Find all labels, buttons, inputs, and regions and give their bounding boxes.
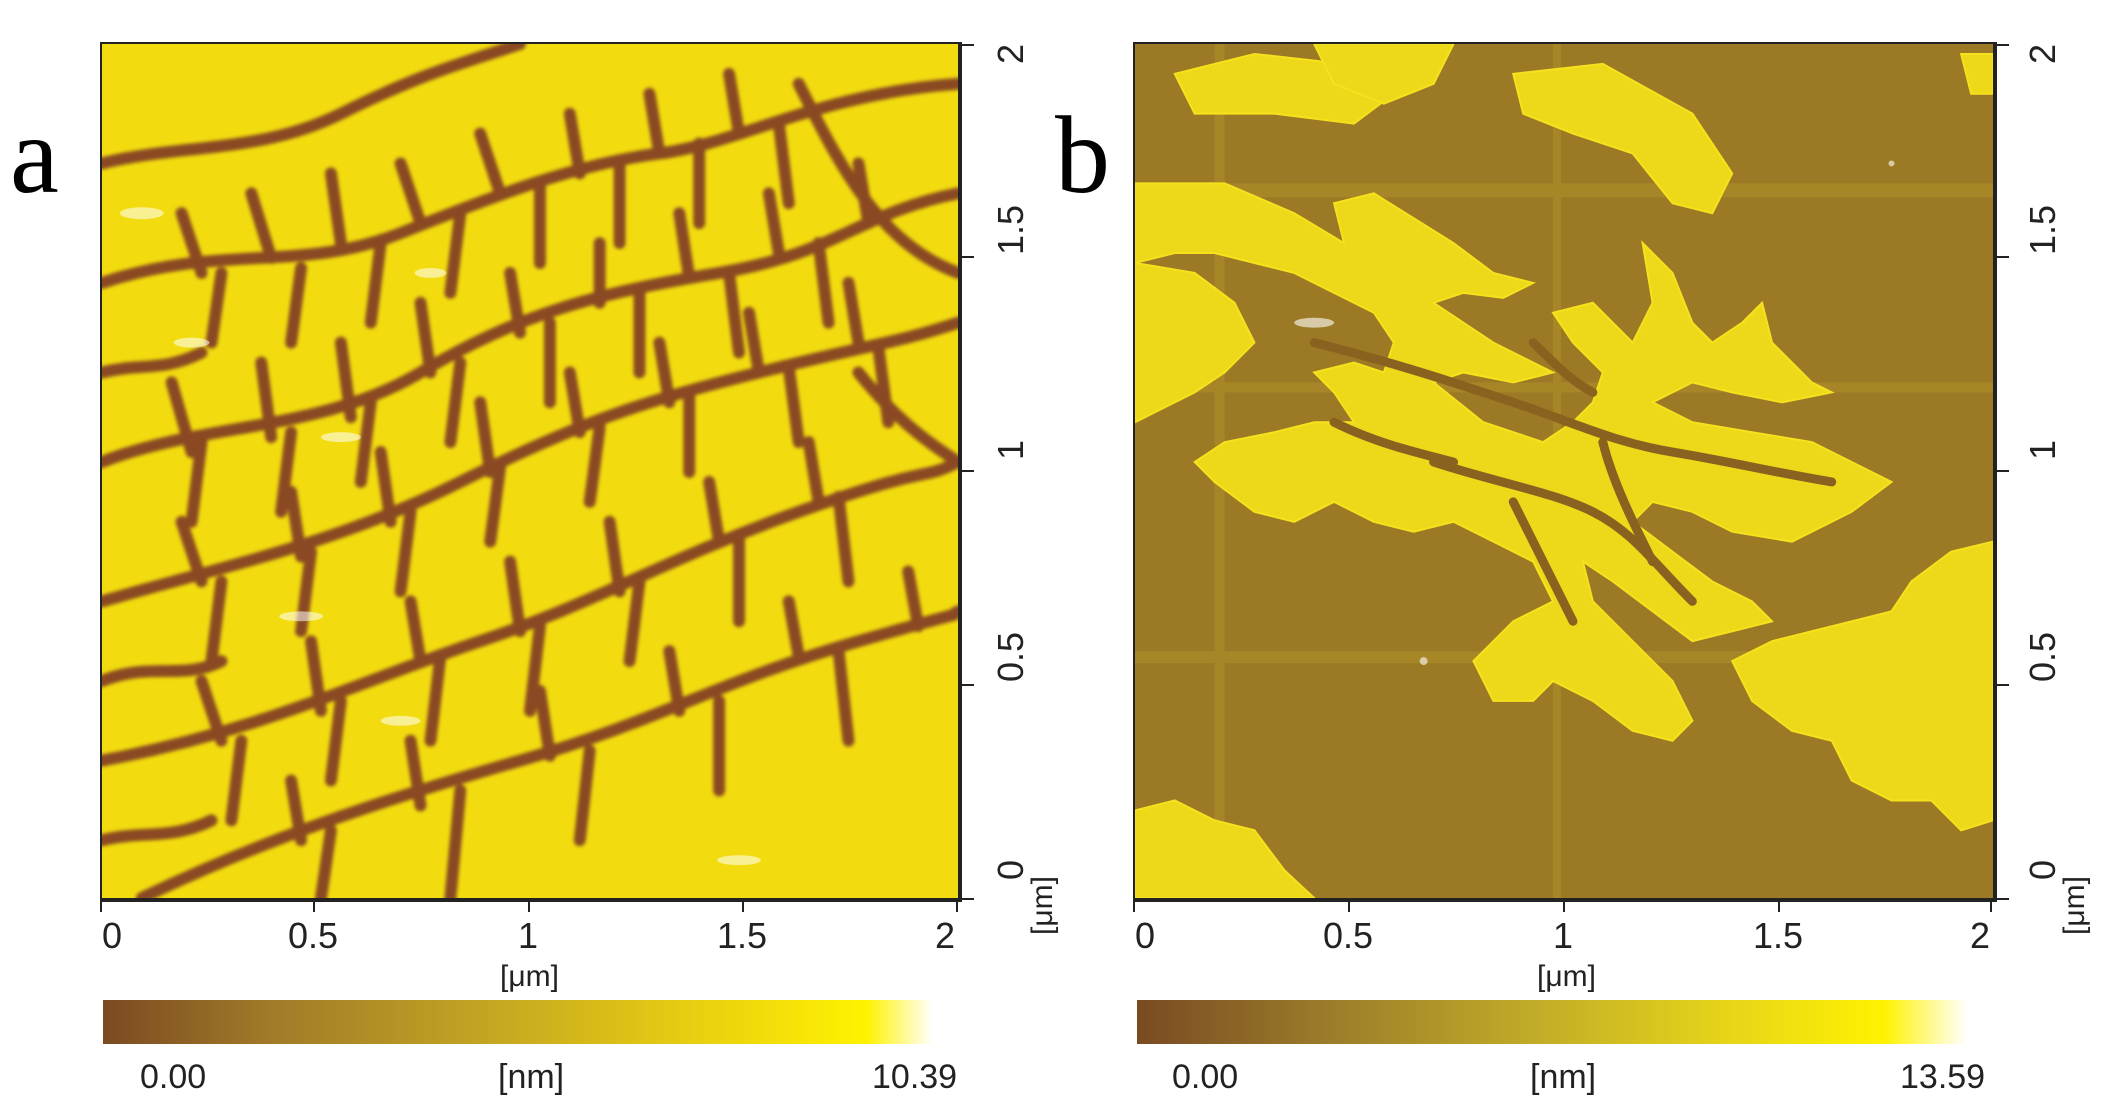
panel-a-letter: a — [10, 94, 59, 216]
panel-a-x-tick-label: 0 — [101, 915, 123, 956]
panel-a-x-tick-label: 2 — [934, 915, 956, 956]
panel-b-letter: b — [1055, 94, 1110, 216]
panel-b-x-tick-label: 1 — [1552, 915, 1574, 956]
panel-b-y-tick-label: 1.5 — [2022, 204, 2063, 255]
panel-a-x-axis — [100, 900, 960, 902]
panel-b-x-tick-label: 0 — [1134, 915, 1156, 956]
panel-b-x-tick — [1348, 900, 1350, 912]
panel-b-x-tick-label: 1.5 — [1752, 915, 1804, 956]
panel-a-topography — [102, 44, 958, 898]
panel-b-x-tick — [1563, 900, 1565, 912]
panel-a-afm-image — [100, 42, 960, 900]
panel-a-colorbar-unit: [nm] — [498, 1058, 565, 1096]
panel-b-y-tick — [1997, 684, 2009, 686]
panel-b-y-tick-label: 0.5 — [2022, 631, 2063, 682]
panel-a-colorbar-max: 10.39 — [872, 1058, 958, 1096]
panel-a-x-tick — [528, 900, 530, 912]
panel-b-y-tick — [1997, 470, 2009, 472]
panel-a-x-tick-label: 1.5 — [716, 915, 768, 956]
panel-b-x-tick-label: 2 — [1969, 915, 1991, 956]
panel-a-x-tick — [313, 900, 315, 912]
panel-a-x-tick — [956, 900, 958, 912]
panel-a-y-unit: [μm] — [1026, 876, 1059, 935]
panel-a-x-tick-label: 0.5 — [287, 915, 339, 956]
panel-a-y-tick-label: 1.5 — [990, 204, 1031, 255]
panel-b-colorbar-unit: [nm] — [1530, 1058, 1597, 1096]
panel-a-y-axis — [960, 42, 962, 902]
panel-b-x-tick — [1990, 900, 1992, 912]
panel-a-y-tick-label: 0.5 — [990, 631, 1031, 682]
panel-b-colorbar-min: 0.00 — [1172, 1058, 1239, 1096]
panel-b-topography — [1135, 44, 1993, 898]
panel-a-x-unit: [μm] — [500, 960, 559, 993]
panel-b-y-tick — [1997, 898, 2009, 900]
panel-b-y-tick-label: 1 — [2022, 439, 2063, 460]
panel-b-y-axis — [1995, 42, 1997, 902]
panel-a-colorbar-min: 0.00 — [140, 1058, 207, 1096]
panel-b-y-tick-label: 2 — [2022, 43, 2063, 64]
panel-a-x-tick — [742, 900, 744, 912]
panel-a-y-tick-label: 2 — [990, 43, 1031, 64]
panel-b-x-tick-label: 0.5 — [1322, 915, 1374, 956]
panel-a-y-tick — [962, 898, 974, 900]
panel-a-y-tick — [962, 470, 974, 472]
panel-a-colorbar — [103, 1000, 933, 1044]
panel-b-x-tick — [1133, 900, 1135, 912]
panel-a-y-tick — [962, 44, 974, 46]
panel-b-y-unit: [μm] — [2058, 876, 2091, 935]
panel-b-x-tick — [1778, 900, 1780, 912]
panel-a-x-tick-label: 1 — [517, 915, 539, 956]
panel-b-colorbar — [1137, 1000, 1967, 1044]
panel-b-y-tick — [1997, 44, 2009, 46]
panel-b-colorbar-max: 13.59 — [1900, 1058, 1986, 1096]
panel-a-x-tick — [100, 900, 102, 912]
panel-a-y-tick — [962, 684, 974, 686]
panel-b-x-unit: [μm] — [1537, 960, 1596, 993]
panel-b-afm-image — [1133, 42, 1995, 900]
panel-a-y-tick-label: 1 — [990, 439, 1031, 460]
panel-b-y-tick — [1997, 256, 2009, 258]
panel-a-y-tick — [962, 256, 974, 258]
